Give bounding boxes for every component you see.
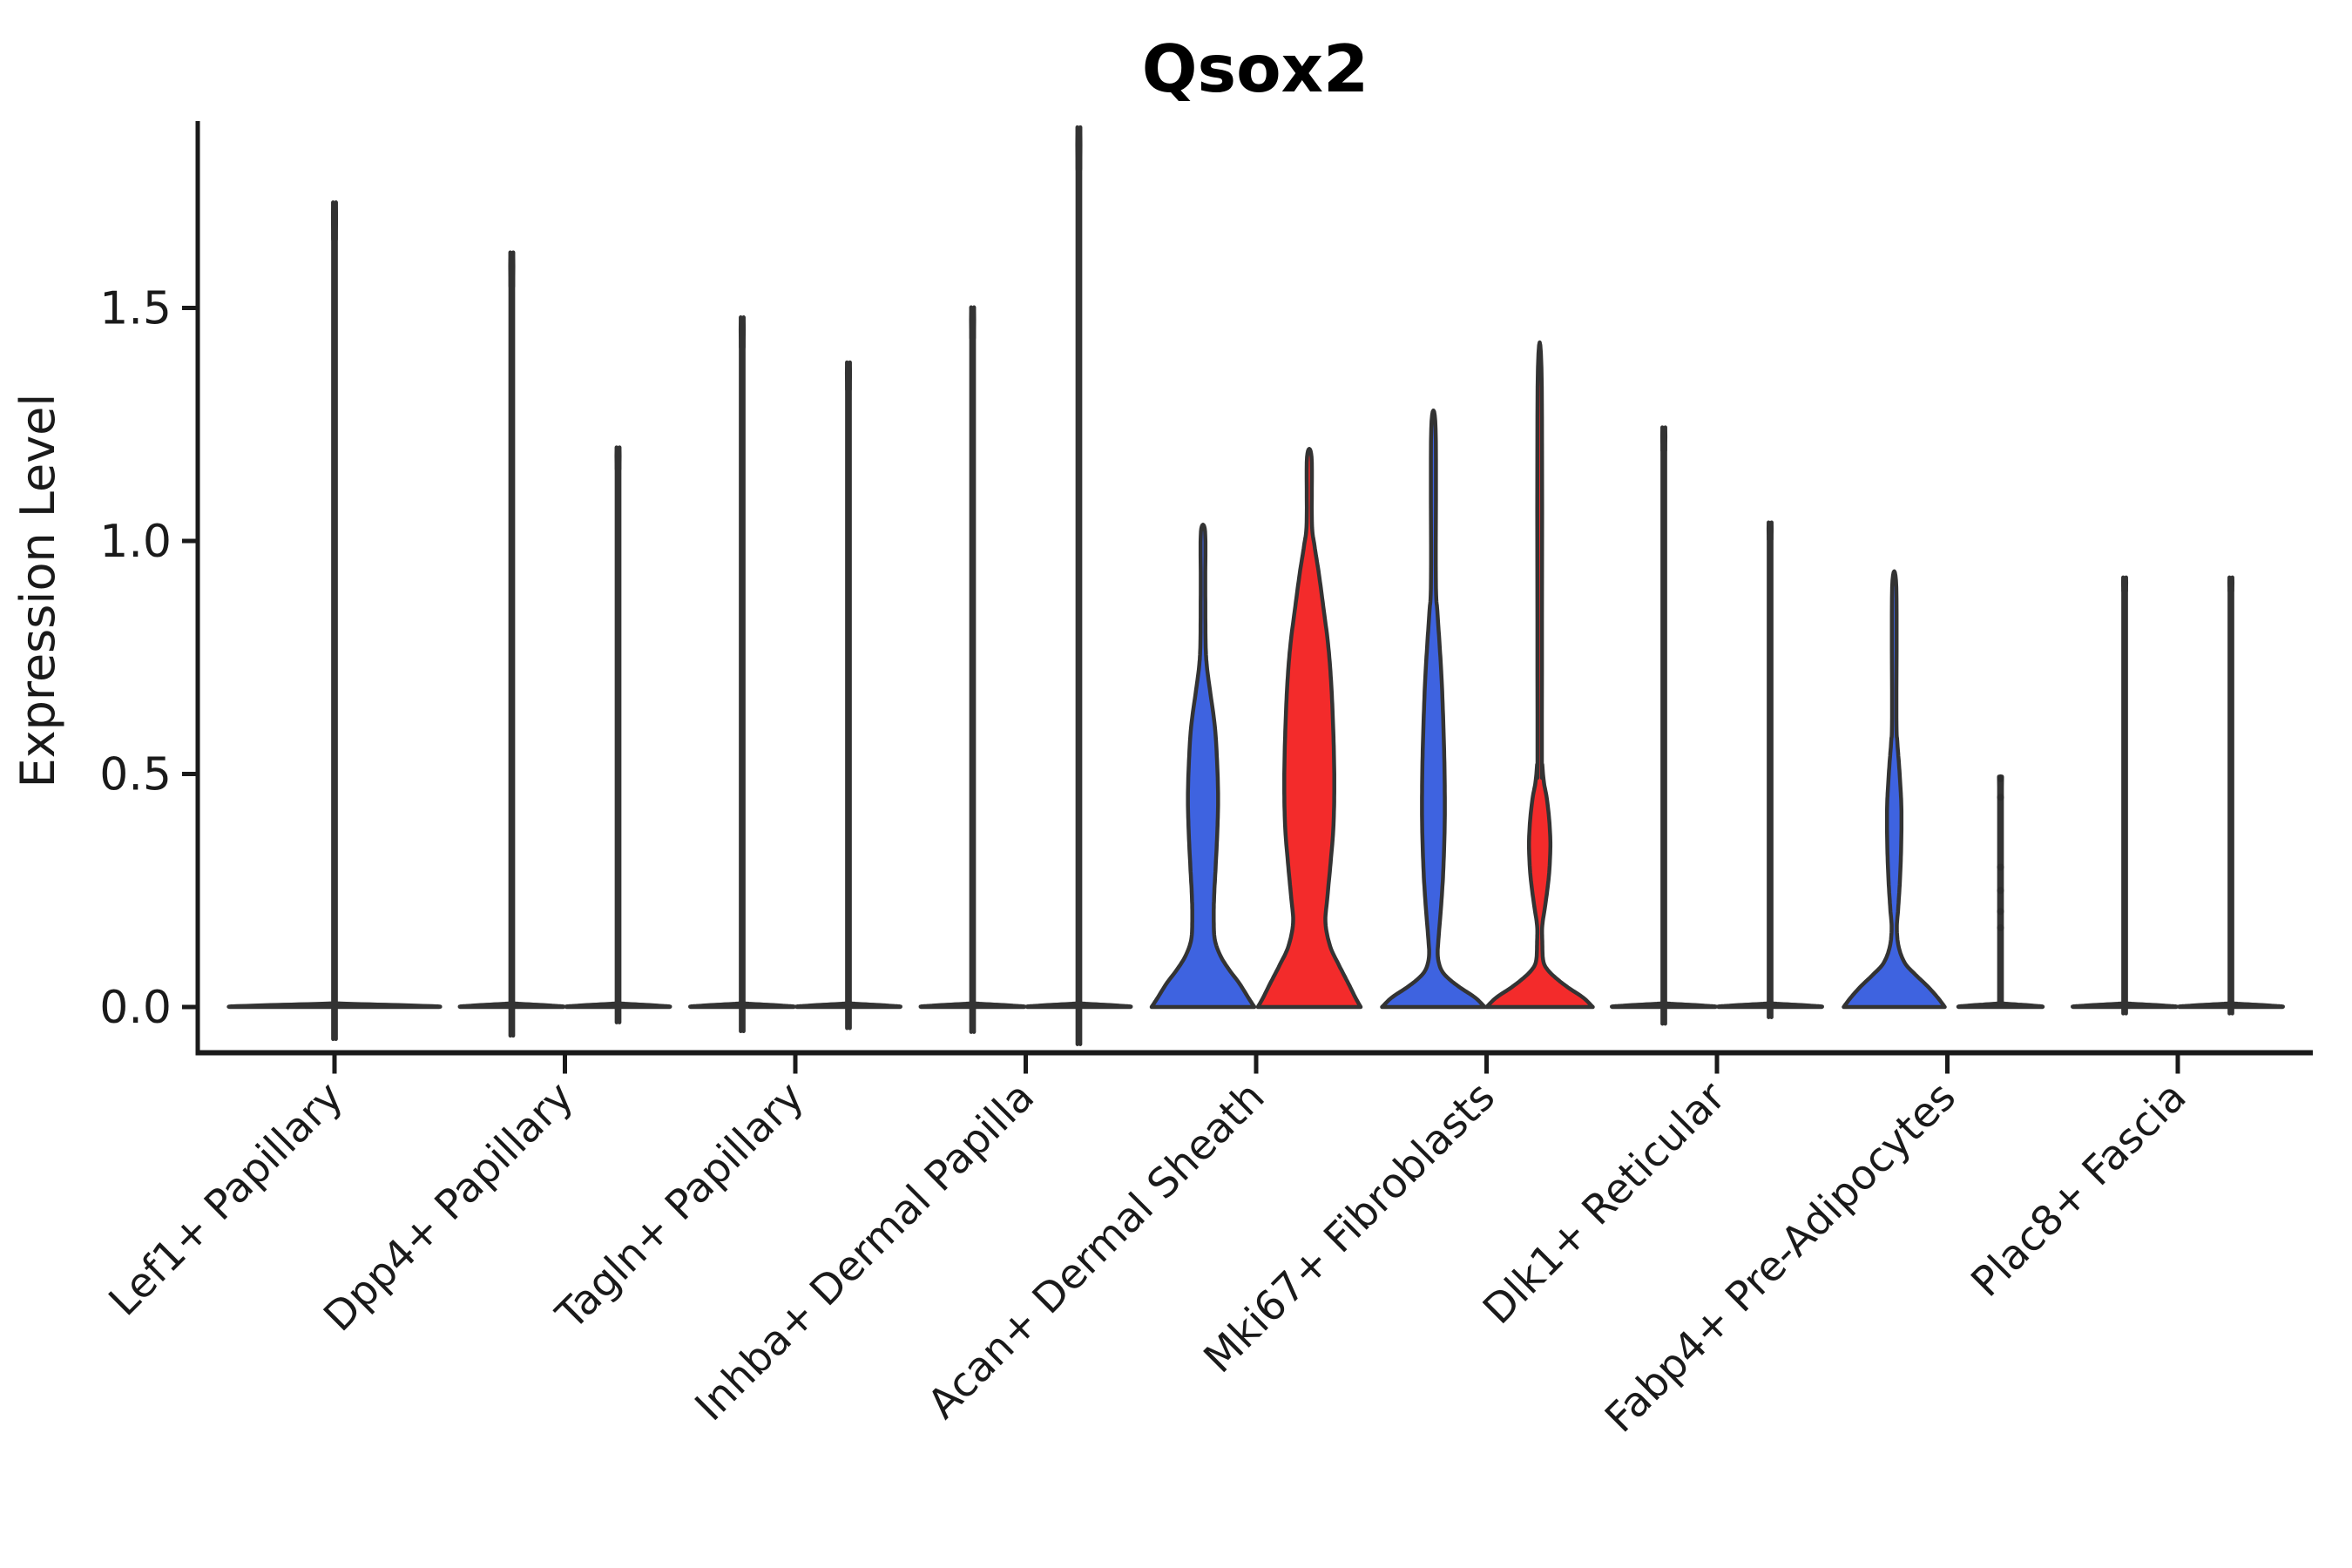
violin-dpp4-left	[457, 250, 566, 1038]
chart-title: Qsox2	[1142, 30, 1369, 107]
violin-tagln-right	[794, 360, 902, 1031]
violin-mki67-right	[1484, 340, 1595, 1010]
violin-data-point	[1997, 908, 2004, 916]
violin-inhba-right	[1024, 125, 1133, 1046]
violin-fabp4-left	[1842, 569, 1947, 1010]
y-tick-label: 1.5	[99, 283, 172, 335]
violin-acan-right	[1255, 447, 1363, 1010]
violin-inhba-left	[918, 305, 1027, 1034]
violin-plac8-left	[2071, 575, 2179, 1016]
y-tick-label: 0.5	[99, 749, 172, 801]
violin-dpp4-right	[564, 445, 672, 1024]
violin-data-point	[1997, 924, 2004, 932]
violin-data-point	[1997, 774, 2004, 782]
violin-dlk1-left	[1610, 425, 1718, 1026]
violin-mki67-left	[1380, 408, 1487, 1010]
y-tick-label: 0.0	[99, 982, 172, 1034]
violin-plac8-right	[2177, 575, 2285, 1016]
y-axis-label: Expression Level	[10, 394, 65, 788]
violin-data-point	[1997, 887, 2004, 895]
violin-data-point	[1997, 863, 2004, 871]
violin-lef1-single	[226, 200, 443, 1042]
y-ticks-layer: 0.0 0.5 1.0 1.5	[99, 283, 198, 1034]
y-tick-label: 1.0	[99, 516, 172, 568]
violin-tagln-left	[688, 315, 796, 1034]
violin-data-point	[1997, 794, 2004, 801]
violin-dlk1-right	[1716, 520, 1824, 1019]
violins-layer	[226, 125, 2285, 1046]
violin-acan-left	[1149, 523, 1257, 1010]
